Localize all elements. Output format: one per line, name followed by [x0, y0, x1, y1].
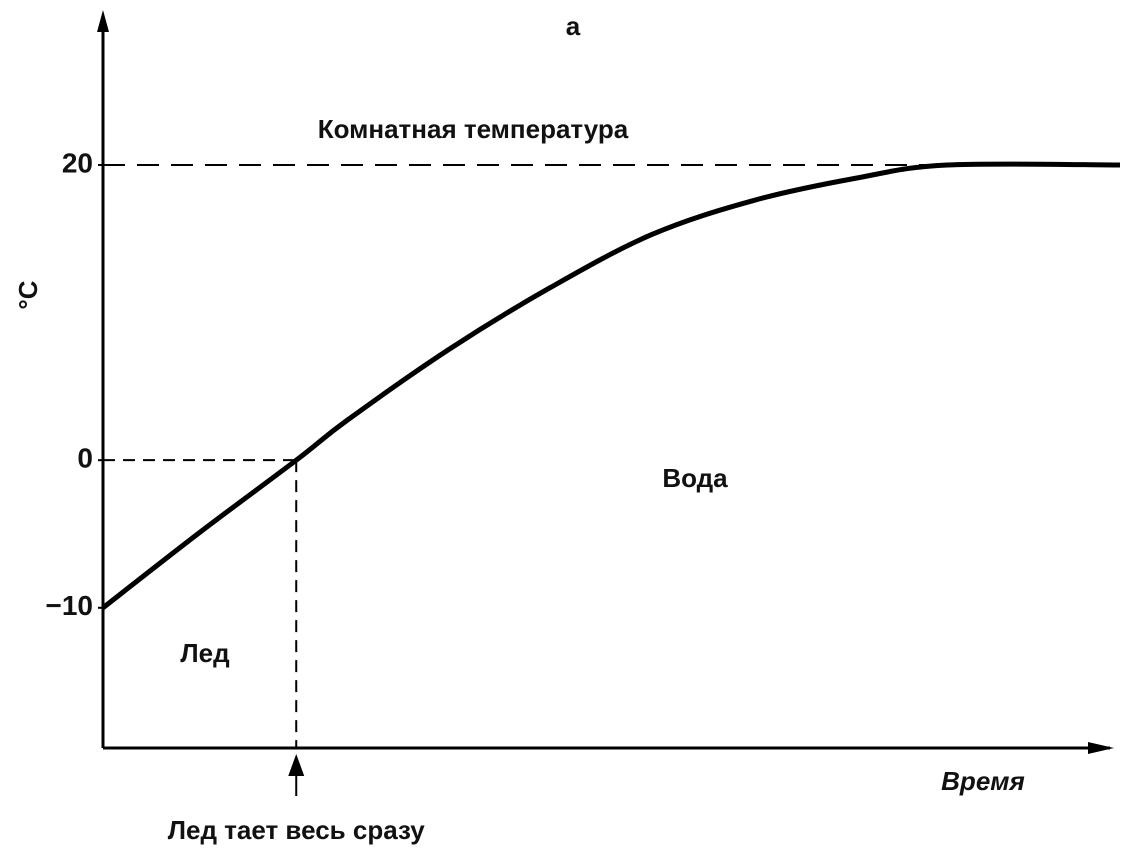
chart-title: а [566, 11, 581, 41]
region-label: Лед [180, 638, 230, 668]
y-axis-arrow [97, 10, 109, 32]
x-axis-arrow [1088, 742, 1114, 754]
y-axis-label: °C [13, 280, 43, 309]
y-tick-label: −10 [46, 590, 94, 621]
region-label: Вода [662, 463, 728, 493]
curve [101, 161, 1121, 610]
melt-label: Лед тает весь сразу [168, 815, 426, 845]
reference-label: Комнатная температура [318, 114, 629, 144]
y-tick-label: 0 [77, 443, 93, 474]
x-axis-label: Время [941, 766, 1025, 796]
melt-arrow-head [288, 754, 305, 776]
y-tick-label: 20 [62, 147, 93, 178]
